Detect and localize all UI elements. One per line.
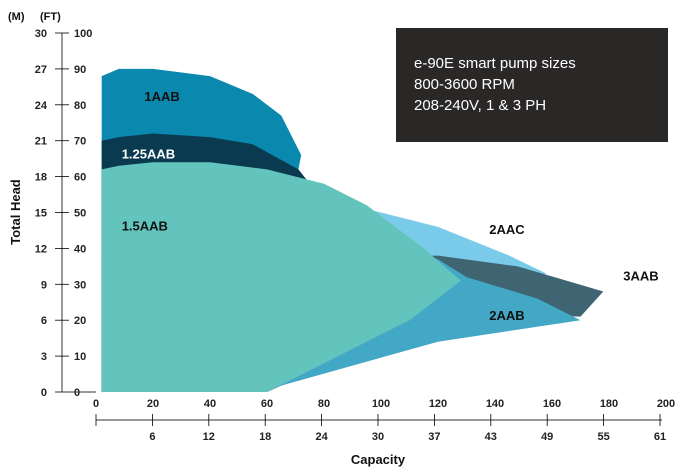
x-tick-label-primary: 20 [147,398,159,410]
y-ticks: 0 0 10 3 20 6 30 9 40 12 50 15 60 18 70 21 80 24 90 27 100 30 [35,28,93,399]
y-tick-label-primary: 30 [74,279,86,291]
y-tick-label-secondary: 9 [41,279,47,291]
y-tick-label-secondary: 24 [35,100,48,112]
series-label-1aab: 1AAB [144,89,179,104]
series-label-2aab: 2AAB [489,308,524,323]
y-axis: 0 0 10 3 20 6 30 9 40 12 50 15 60 18 70 21 80 24 90 27 100 30… [8,11,92,399]
y-tick-label-secondary: 6 [41,315,47,327]
x-tick-label-secondary: 30 [372,431,384,443]
y-tick-label-secondary: 27 [35,64,47,76]
info-box-background [396,28,668,142]
y-tick-label-secondary: 3 [41,351,47,363]
info-line-3: 208-240V, 1 & 3 PH [414,97,546,114]
x-tick-label-primary: 140 [486,398,504,410]
y-tick-label-primary: 20 [74,315,86,327]
y-tick-label-primary: 100 [74,28,92,40]
info-line-2: 800-3600 RPM [414,76,515,93]
series-areas [101,68,604,393]
x-tick-label-secondary: 43 [485,431,497,443]
series-labels: 2AAC 3AAB 2AAB 1AAB 1.25AAB 1.5AAB [122,89,659,323]
y-tick-label-primary: 60 [74,172,86,184]
x-tick-label-primary: 160 [543,398,561,410]
y-tick-label-primary: 80 [74,100,86,112]
y-tick-label-primary: 40 [74,243,86,255]
y-tick-label-primary: 0 [74,387,80,399]
x-tick-label-secondary: 61 [654,431,666,443]
x-tick-label-secondary: 37 [428,431,440,443]
y-tick-label-primary: 50 [74,208,86,220]
series-label-1-5aab: 1.5AAB [122,218,168,233]
x-tick-label-secondary: 24 [315,431,328,443]
y-tick-label-secondary: 21 [35,136,47,148]
x-tick-label-primary: 0 [93,398,99,410]
y-tick-label-primary: 70 [74,136,86,148]
x-tick-label-secondary: 12 [203,431,215,443]
y-tick-label-primary: 90 [74,64,86,76]
series-label-1-25aab: 1.25AAB [122,147,175,162]
series-label-3aab: 3AAB [623,269,658,284]
x-tick-label-primary: 80 [318,398,330,410]
y-unit-primary: (FT) [40,11,61,23]
info-line-1: e-90E smart pump sizes [414,55,576,72]
x-tick-label-primary: 180 [600,398,618,410]
x-axis: 0 20 40 60 80 100 120 140 160 180 200 6 12 18 24 30 37 43… [62,391,675,467]
x-ticks: 0 20 40 60 80 100 120 140 160 180 200 6 12 18 24 30 37 43… [93,398,675,443]
y-tick-label-secondary: 12 [35,243,47,255]
series-area-1-5aab [101,162,461,392]
x-tick-label-primary: 60 [261,398,273,410]
y-tick-label-primary: 10 [74,351,86,363]
y-unit-secondary: (M) [8,11,25,23]
series-label-2aac: 2AAC [489,222,525,237]
x-axis-title: Capacity [351,452,406,467]
info-box: e-90E smart pump sizes 800-3600 RPM 208-… [396,28,668,142]
x-tick-label-secondary: 49 [541,431,553,443]
y-tick-label-secondary: 15 [35,208,47,220]
y-axis-title: Total Head [8,179,23,245]
x-tick-label-primary: 40 [204,398,216,410]
x-tick-label-secondary: 6 [149,431,155,443]
y-tick-label-secondary: 18 [35,172,47,184]
y-tick-label-secondary: 0 [41,387,47,399]
x-tick-label-primary: 100 [372,398,390,410]
x-tick-label-secondary: 55 [597,431,609,443]
x-tick-label-secondary: 18 [259,431,271,443]
x-tick-label-primary: 120 [429,398,447,410]
y-tick-label-secondary: 30 [35,28,47,40]
x-tick-label-primary: 200 [657,398,675,410]
